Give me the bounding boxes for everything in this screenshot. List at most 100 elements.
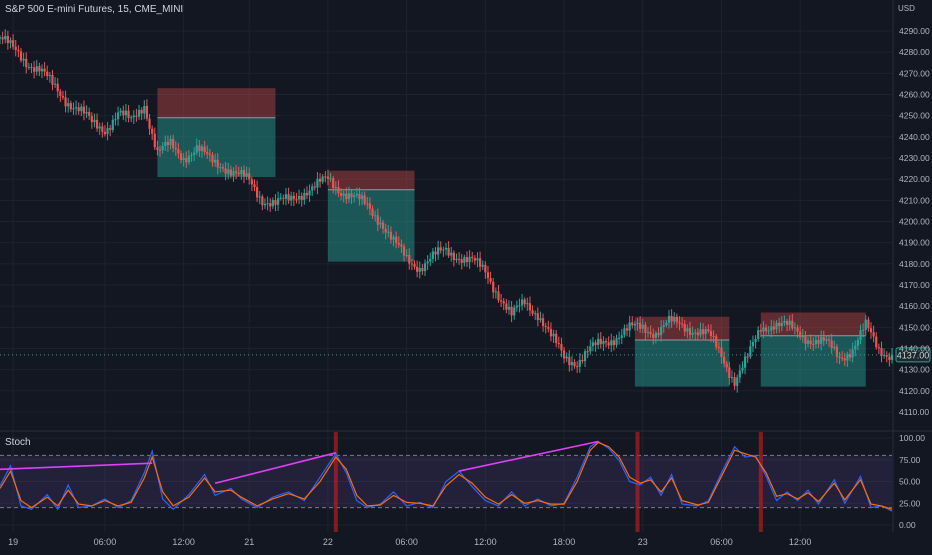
candle-body — [200, 146, 204, 152]
candle-body — [429, 258, 432, 262]
price-tick-label: 4210.00 — [899, 195, 930, 205]
candle-body — [145, 105, 149, 119]
take-profit-zone — [634, 340, 730, 387]
candle-body — [722, 356, 726, 364]
candle-body — [193, 152, 196, 155]
candle-body — [179, 153, 183, 161]
candle-body — [416, 266, 419, 272]
take-profit-zone — [327, 189, 415, 262]
candle-body — [848, 354, 852, 358]
candle-body — [565, 356, 568, 359]
candle-body — [505, 303, 508, 310]
candle-body — [148, 118, 151, 129]
candle-body — [458, 258, 461, 260]
candle-body — [439, 247, 442, 251]
candle-body — [418, 268, 421, 272]
candle-body — [40, 68, 44, 72]
candle-body — [820, 337, 823, 344]
candle-body — [48, 74, 51, 77]
candle-body — [263, 203, 267, 206]
divergence-line — [458, 440, 599, 472]
candle-body — [345, 193, 348, 200]
candle-body — [447, 247, 450, 256]
price-tick-label: 4130.00 — [899, 365, 930, 375]
candle-body — [607, 342, 610, 346]
candle-body — [526, 303, 529, 305]
candle-body — [838, 356, 841, 358]
candle-body — [699, 329, 702, 336]
candle-body — [368, 203, 372, 209]
candle-body — [158, 149, 162, 151]
candle-body — [730, 377, 734, 379]
candle-body — [434, 251, 437, 255]
divergence-line — [0, 462, 153, 471]
candle-body — [573, 362, 576, 367]
candle-body — [33, 67, 36, 72]
candle-body — [681, 323, 684, 325]
candle-body — [156, 147, 159, 150]
candle-body — [95, 119, 99, 129]
candle-body — [276, 198, 280, 205]
candle-body — [116, 112, 120, 120]
candle-body — [660, 326, 663, 336]
candle-body — [74, 107, 78, 109]
candle-body — [791, 320, 794, 329]
candle-body — [649, 332, 652, 335]
candle-body — [833, 346, 836, 349]
candle-body — [219, 167, 222, 169]
last-price-tag — [895, 347, 931, 363]
candle-body — [174, 147, 177, 150]
candle-body — [683, 324, 686, 332]
time-tick-label: 06:00 — [710, 537, 733, 547]
candle-body — [124, 110, 128, 116]
candle-body — [77, 107, 80, 112]
candle-body — [471, 256, 474, 259]
candle-body — [520, 299, 524, 306]
candle-body — [854, 345, 857, 350]
candle-body — [431, 251, 434, 259]
candle-body — [0, 37, 2, 39]
candle-body — [387, 231, 390, 233]
time-tick-label: 19 — [8, 537, 18, 547]
candle-body — [639, 322, 642, 329]
time-tick-label: 22 — [323, 537, 333, 547]
candle-body — [806, 340, 810, 344]
candle-body — [410, 263, 413, 265]
candle-body — [82, 106, 86, 114]
candle-body — [578, 359, 581, 367]
price-tick-label: 4160.00 — [899, 301, 930, 311]
candle-body — [177, 149, 180, 154]
candle-body — [615, 338, 618, 345]
candle-body — [599, 338, 602, 345]
candle-body — [455, 258, 458, 261]
candle-body — [885, 355, 888, 357]
candle-body — [620, 335, 623, 338]
time-tick-label: 06:00 — [94, 537, 117, 547]
candle-body — [570, 362, 574, 366]
candle-body — [140, 109, 143, 114]
candle-body — [347, 193, 351, 200]
candle-body — [6, 35, 9, 44]
candle-body — [822, 337, 825, 341]
candle-body — [880, 347, 883, 357]
price-tick-label: 4110.00 — [899, 407, 929, 417]
candle-body — [442, 249, 445, 251]
candle-body — [311, 186, 314, 191]
candle-body — [733, 377, 736, 386]
candle-body — [384, 228, 387, 233]
candle-body — [783, 321, 786, 323]
candle-body — [287, 194, 290, 201]
candle-body — [725, 363, 728, 368]
candle-body — [662, 325, 665, 327]
candle-body — [135, 115, 138, 117]
candle-body — [696, 332, 699, 336]
time-tick-label: 06:00 — [395, 537, 418, 547]
candle-body — [576, 366, 579, 368]
candle-body — [851, 349, 854, 358]
candle-body — [122, 110, 125, 116]
candle-body — [402, 246, 406, 256]
candle-body — [295, 199, 298, 201]
candle-body — [583, 351, 587, 362]
